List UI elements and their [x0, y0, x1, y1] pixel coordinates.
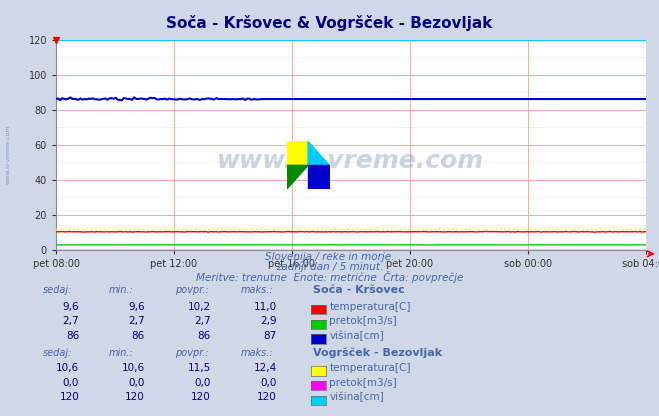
Text: 2,9: 2,9 — [260, 317, 277, 327]
Text: 12,4: 12,4 — [254, 363, 277, 373]
Text: 10,6: 10,6 — [56, 363, 79, 373]
Text: 10,2: 10,2 — [188, 302, 211, 312]
Text: 120: 120 — [257, 392, 277, 402]
Text: 120: 120 — [191, 392, 211, 402]
Text: 0,0: 0,0 — [260, 378, 277, 388]
Text: zadnji dan / 5 minut.: zadnji dan / 5 minut. — [276, 262, 383, 272]
Text: povpr.:: povpr.: — [175, 348, 208, 358]
Text: povpr.:: povpr.: — [175, 285, 208, 295]
Text: 9,6: 9,6 — [63, 302, 79, 312]
Text: min.:: min.: — [109, 285, 134, 295]
Text: pretok[m3/s]: pretok[m3/s] — [330, 378, 397, 388]
Text: 0,0: 0,0 — [63, 378, 79, 388]
Text: 87: 87 — [264, 331, 277, 341]
Text: 9,6: 9,6 — [129, 302, 145, 312]
Text: pretok[m3/s]: pretok[m3/s] — [330, 317, 397, 327]
Text: 86: 86 — [132, 331, 145, 341]
Bar — [308, 165, 330, 189]
Text: sedaj:: sedaj: — [43, 285, 72, 295]
Text: 120: 120 — [125, 392, 145, 402]
Text: 120: 120 — [59, 392, 79, 402]
Text: 10,6: 10,6 — [122, 363, 145, 373]
Text: 2,7: 2,7 — [129, 317, 145, 327]
Text: Slovenija / reke in morje.: Slovenija / reke in morje. — [265, 252, 394, 262]
Text: Soča - Kršovec: Soča - Kršovec — [313, 285, 405, 295]
Text: www.si-vreme.com: www.si-vreme.com — [217, 149, 484, 173]
Text: sedaj:: sedaj: — [43, 348, 72, 358]
Text: 2,7: 2,7 — [194, 317, 211, 327]
Text: 0,0: 0,0 — [129, 378, 145, 388]
Text: višina[cm]: višina[cm] — [330, 392, 384, 402]
Text: temperatura[C]: temperatura[C] — [330, 302, 411, 312]
Text: 86: 86 — [66, 331, 79, 341]
Text: 0,0: 0,0 — [194, 378, 211, 388]
Text: 86: 86 — [198, 331, 211, 341]
Text: www.si-vreme.com: www.si-vreme.com — [5, 124, 11, 184]
Text: min.:: min.: — [109, 348, 134, 358]
Polygon shape — [308, 141, 330, 165]
Text: 11,5: 11,5 — [188, 363, 211, 373]
Text: Vogršček - Bezovljak: Vogršček - Bezovljak — [313, 347, 442, 358]
Bar — [287, 141, 308, 165]
Text: temperatura[C]: temperatura[C] — [330, 363, 411, 373]
Text: Meritve: trenutne  Enote: metrične  Črta: povprečje: Meritve: trenutne Enote: metrične Črta: … — [196, 271, 463, 283]
Text: Soča - Kršovec & Vogršček - Bezovljak: Soča - Kršovec & Vogršček - Bezovljak — [166, 15, 493, 30]
Text: višina[cm]: višina[cm] — [330, 331, 384, 341]
Polygon shape — [287, 165, 308, 189]
Text: maks.:: maks.: — [241, 285, 273, 295]
Text: maks.:: maks.: — [241, 348, 273, 358]
Text: 11,0: 11,0 — [254, 302, 277, 312]
Text: 2,7: 2,7 — [63, 317, 79, 327]
